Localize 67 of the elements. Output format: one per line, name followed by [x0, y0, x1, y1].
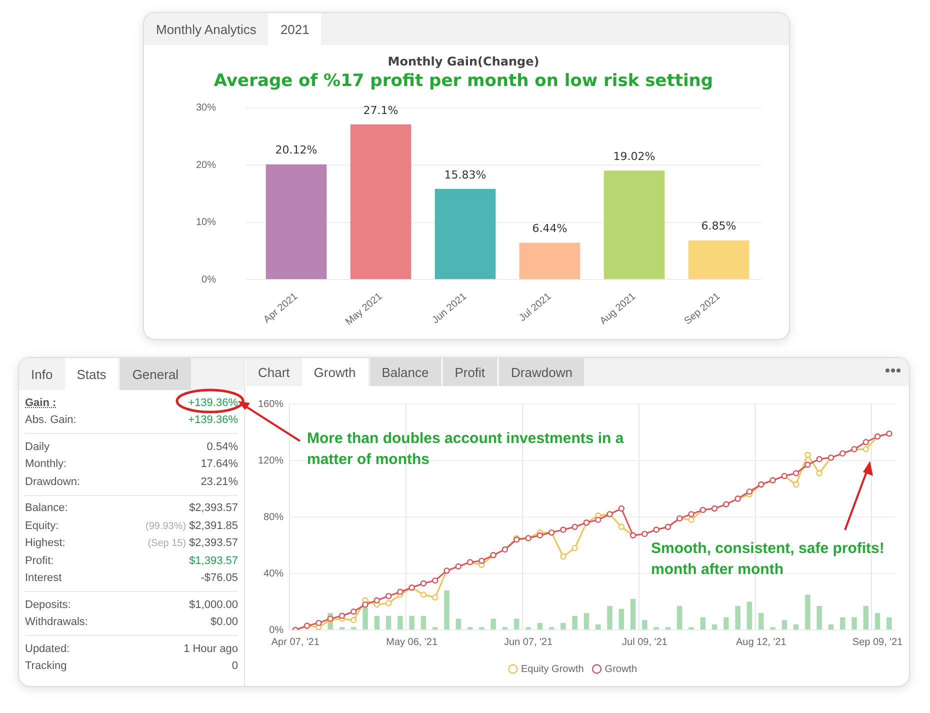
- x-tick-label: Jun 07, '21: [504, 636, 553, 648]
- data-label: 6.44%: [532, 222, 568, 236]
- data-label: 20.12%: [275, 144, 318, 157]
- x-tick-label: Aug 12, '21: [736, 636, 787, 648]
- legend-label: Growth: [604, 664, 638, 675]
- text: Abs. Gain:: [25, 414, 76, 426]
- text: Stats: [64, 358, 118, 390]
- annotation: More than doubles account investments in a matter of months: [307, 429, 625, 470]
- y-tick-label: 20%: [196, 160, 216, 171]
- text: 23.21%: [200, 476, 238, 488]
- data-label: 27.1%: [363, 104, 398, 117]
- data-label: 19.02%: [613, 150, 656, 164]
- text: $2,393.57: [189, 502, 238, 514]
- y-tick-label: 80%: [264, 512, 284, 523]
- text: 1 Hour ago: [184, 642, 238, 655]
- chart-title: Monthly Gain(Change): [388, 54, 540, 68]
- text: $0.00: [210, 616, 238, 628]
- text: +139.36%: [188, 414, 238, 426]
- text: Drawdown: [499, 358, 584, 386]
- annotation: Smooth, consistent, safe profits! month after month: [651, 539, 886, 580]
- x-tick-label: Jul 09, '21: [622, 636, 668, 648]
- text: Profit: [442, 358, 498, 386]
- chart-subtitle: Average of %17 profit per month on low risk setting: [214, 71, 714, 92]
- text: Interest: [25, 572, 62, 584]
- text: Withdrawals:: [25, 616, 88, 628]
- text: Equity:: [25, 520, 59, 532]
- text: General: [120, 358, 191, 390]
- text: Chart: [257, 364, 291, 382]
- text: 0: [232, 660, 238, 672]
- y-tick-label: 0%: [202, 274, 216, 286]
- text: Profit:: [25, 554, 54, 567]
- legend-label: Equity Growth: [520, 664, 584, 675]
- y-tick-label: 160%: [258, 398, 284, 410]
- x-tick-label: Sep 09, '21: [852, 636, 904, 648]
- text: Growth: [302, 358, 368, 386]
- data-label: 15.83%: [444, 168, 486, 182]
- text: 17.64%: [200, 458, 238, 470]
- text: $2,391.85: [189, 520, 238, 532]
- text: Info: [30, 366, 54, 384]
- text: Drawdown:: [25, 476, 80, 488]
- y-tick-label: 40%: [264, 568, 284, 580]
- x-tick-label: Apr 07, '21: [271, 636, 320, 648]
- text: Deposits:: [25, 598, 71, 611]
- text: (Sep 15): [148, 538, 186, 550]
- y-tick-label: 30%: [196, 102, 216, 114]
- text: 2021: [268, 13, 322, 45]
- text: Balance:: [25, 502, 68, 514]
- text: (99.93%): [145, 520, 186, 532]
- data-label: 6.85%: [701, 220, 736, 233]
- text: Balance: [370, 358, 441, 386]
- text: Gain :: [25, 396, 56, 409]
- text: 0.54%: [206, 440, 238, 453]
- text: Highest:: [25, 537, 66, 550]
- y-tick-label: 0%: [269, 624, 284, 636]
- y-tick-label: 120%: [258, 455, 284, 466]
- x-tick-label: May 06, '21: [386, 636, 438, 648]
- y-tick-label: 10%: [196, 217, 216, 228]
- text: Monthly:: [25, 458, 67, 470]
- text: Daily: [25, 440, 50, 453]
- text: $1,000.00: [189, 598, 238, 611]
- text: $1,393.57: [189, 554, 238, 567]
- text: +139.36%: [188, 396, 238, 409]
- text: Tracking: [25, 660, 67, 672]
- text: Updated:: [25, 642, 70, 655]
- text: $2,393.57: [189, 537, 238, 550]
- text: Monthly Analytics: [155, 20, 258, 39]
- text: -$76.05: [200, 572, 238, 584]
